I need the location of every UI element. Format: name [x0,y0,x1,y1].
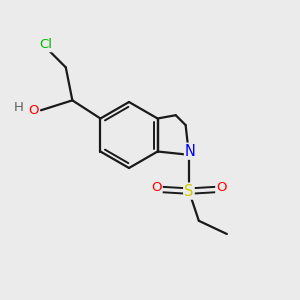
Text: H: H [14,101,23,114]
Text: N: N [185,144,196,159]
Text: O: O [216,182,227,194]
Text: O: O [28,104,39,117]
Text: Cl: Cl [40,38,52,51]
Text: O: O [151,182,162,194]
Text: S: S [184,184,194,199]
